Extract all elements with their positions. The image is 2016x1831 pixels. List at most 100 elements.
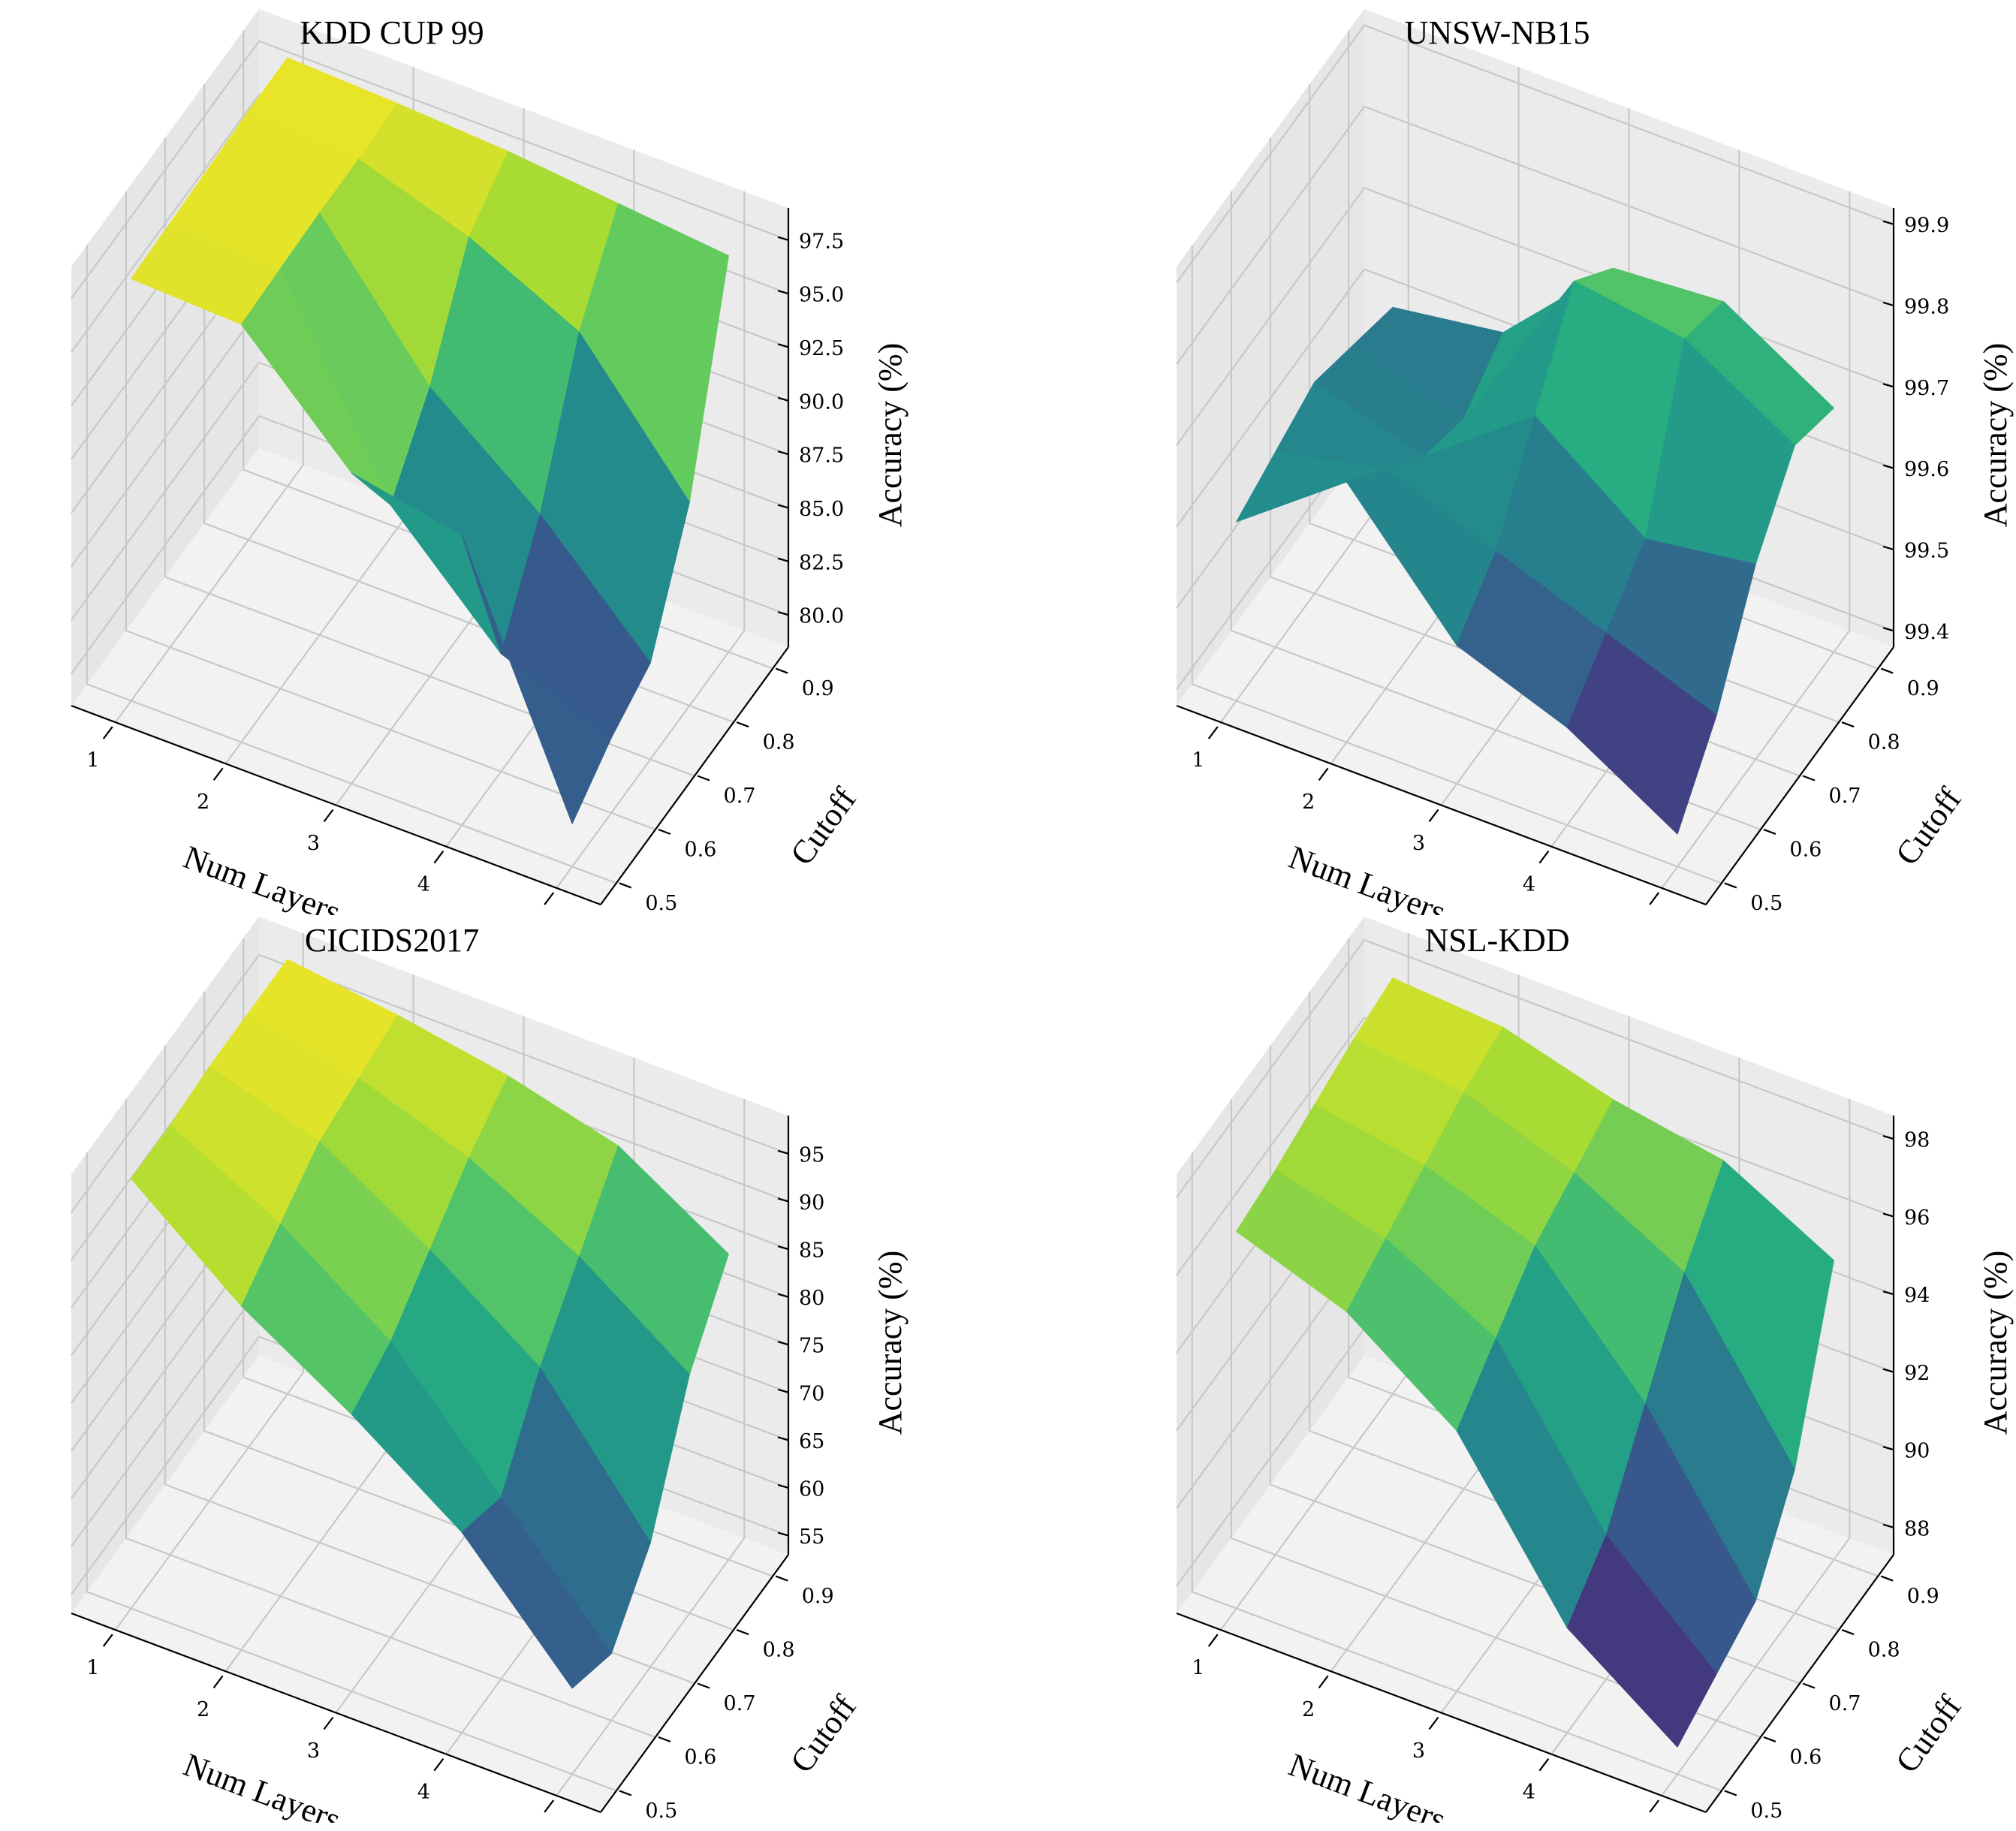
z-tick	[1882, 1135, 1894, 1140]
z-tick	[777, 504, 789, 509]
z-tick-label: 85.0	[799, 498, 844, 521]
x-tick-label: 1	[1192, 1657, 1204, 1680]
z-tick	[777, 1149, 789, 1155]
surface	[1236, 267, 1834, 835]
z-tick	[777, 1436, 789, 1441]
y-tick-label: 0.6	[684, 1746, 716, 1769]
x-tick	[1538, 1758, 1550, 1772]
x-tick	[1649, 892, 1660, 905]
y-tick-label: 0.9	[802, 1585, 834, 1608]
y-tick	[1724, 1790, 1737, 1796]
z-tick	[777, 343, 789, 348]
x-tick-label: 3	[307, 832, 320, 855]
x-tick	[433, 1758, 444, 1772]
y-tick-label: 0.5	[1750, 1799, 1782, 1823]
y-axis-line	[1705, 1554, 1894, 1813]
z-tick-label: 95	[799, 1143, 824, 1167]
z-tick	[1882, 1290, 1894, 1296]
y-axis-label: Cutoff	[783, 1688, 863, 1779]
x-tick-label: 4	[417, 1781, 430, 1804]
x-tick	[544, 1799, 555, 1813]
x-tick	[1428, 809, 1439, 823]
z-tick-label: 70	[799, 1382, 824, 1405]
y-tick-label: 0.5	[645, 892, 677, 915]
z-tick-label: 82.5	[799, 551, 844, 574]
z-tick	[777, 396, 789, 402]
z-tick	[1882, 1523, 1894, 1528]
y-tick-label: 0.8	[1868, 1639, 1900, 1662]
z-tick	[1882, 1446, 1894, 1451]
x-tick-label: 4	[1523, 1781, 1535, 1804]
x-tick-label: 2	[197, 791, 209, 814]
z-axis-label: Accuracy (%)	[1977, 1251, 2014, 1435]
z-tick	[1882, 627, 1894, 632]
z-tick	[1882, 1368, 1894, 1373]
z-tick	[777, 1531, 789, 1537]
z-tick	[777, 1388, 789, 1393]
surface-plot-svg: 1 2 3 4 5 0.5 0.6 0.7 0.8 0.9 99.4 99.5 99.6 99.7 99.8…	[1176, 9, 2014, 915]
surface-patch	[1566, 1534, 1717, 1748]
z-tick-label: 90.0	[799, 390, 844, 414]
z-tick	[777, 1197, 789, 1203]
x-axis-line	[1176, 704, 1707, 906]
chart-panel-2: 1 2 3 4 5 0.5 0.6 0.7 0.8 0.9 55 60 65 70 75 80 85 90 95 Nu…	[0, 908, 1008, 1823]
x-axis-line	[1176, 1612, 1707, 1814]
x-tick-label: 4	[1523, 873, 1535, 896]
x-tick-label: 2	[1302, 1698, 1315, 1721]
surface-patch	[461, 1497, 612, 1689]
z-tick-label: 94	[1904, 1284, 1930, 1308]
x-tick	[102, 1634, 113, 1647]
y-axis-label: Cutoff	[1888, 1688, 1969, 1779]
surface	[131, 57, 729, 824]
x-tick	[1207, 726, 1219, 739]
y-tick	[1841, 721, 1855, 728]
chart-title: NSL-KDD	[1424, 922, 1569, 959]
x-tick-label: 5	[1633, 914, 1646, 915]
y-tick	[619, 882, 632, 889]
x-axis-line	[71, 704, 601, 906]
z-tick-label: 92	[1904, 1362, 1930, 1385]
x-tick-label: 1	[86, 749, 99, 772]
x-tick-label: 5	[528, 914, 541, 915]
y-tick	[658, 1736, 671, 1742]
x-tick-label: 3	[1412, 1739, 1425, 1763]
z-tick-label: 99.7	[1904, 377, 1949, 400]
z-tick-label: 99.8	[1904, 296, 1949, 319]
x-tick-label: 3	[307, 1739, 320, 1763]
chart-panel-1: 1 2 3 4 5 0.5 0.6 0.7 0.8 0.9 99.4 99.5 99.6 99.7 99.8…	[1105, 0, 2016, 915]
z-tick	[777, 557, 789, 562]
x-tick	[1538, 851, 1550, 864]
x-axis-label: Num Layers	[179, 839, 345, 915]
y-tick	[619, 1790, 632, 1796]
x-axis-label: Num Layers	[179, 1746, 345, 1823]
z-tick-label: 99.4	[1904, 621, 1949, 644]
y-tick	[1763, 828, 1776, 835]
y-tick	[1880, 1575, 1894, 1582]
z-tick	[777, 290, 789, 295]
x-tick-label: 2	[1302, 791, 1315, 814]
y-tick	[1724, 882, 1737, 889]
y-tick-label: 0.6	[684, 839, 716, 862]
z-tick	[1882, 301, 1894, 307]
y-tick	[775, 667, 788, 674]
x-tick	[1649, 1799, 1660, 1813]
y-tick-label: 0.7	[1829, 1692, 1861, 1715]
y-axis-line	[1705, 646, 1894, 905]
x-tick	[1428, 1716, 1439, 1730]
y-tick	[697, 775, 710, 781]
z-tick-label: 80.0	[799, 605, 844, 628]
z-tick	[777, 1483, 789, 1489]
z-tick-label: 90	[1904, 1440, 1930, 1463]
z-tick-label: 97.5	[799, 230, 844, 253]
z-tick-label: 85	[799, 1239, 824, 1263]
z-tick-label: 92.5	[799, 337, 844, 360]
z-tick	[1882, 383, 1894, 388]
x-axis-label: Num Layers	[1284, 839, 1451, 915]
surface	[1236, 977, 1834, 1748]
x-tick-label: 3	[1412, 832, 1425, 855]
z-tick-label: 80	[799, 1287, 824, 1310]
x-tick	[212, 767, 224, 781]
x-tick	[544, 892, 555, 905]
x-tick	[323, 809, 334, 823]
